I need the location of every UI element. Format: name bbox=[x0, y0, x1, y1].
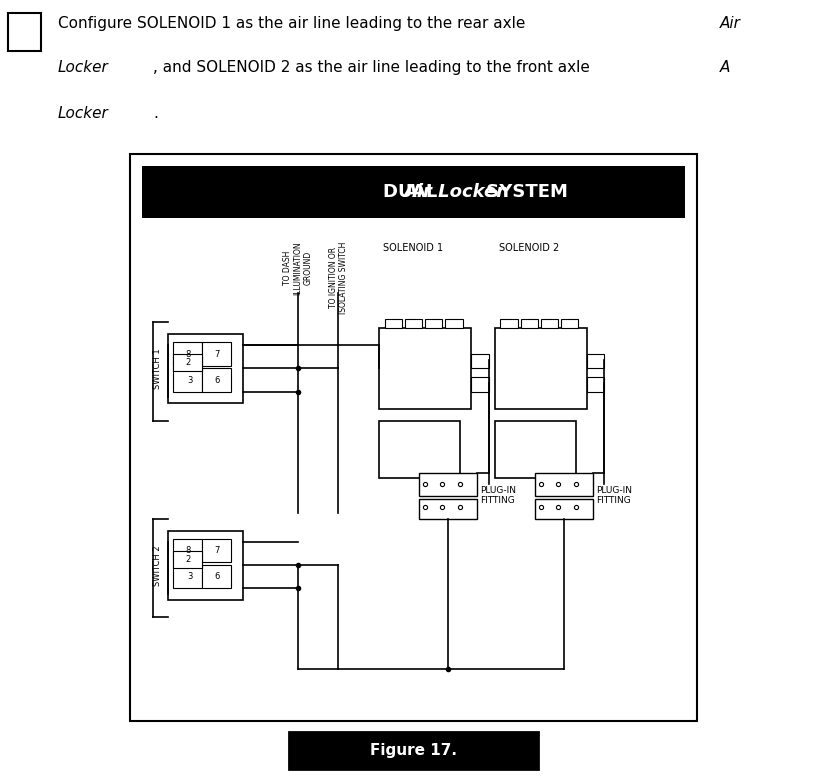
Text: SYSTEM: SYSTEM bbox=[480, 183, 567, 201]
Bar bbox=[520, 319, 538, 328]
Text: SOLENOID 1: SOLENOID 1 bbox=[384, 242, 443, 253]
Text: TO IGNITION OR
ISOLATING SWITCH: TO IGNITION OR ISOLATING SWITCH bbox=[328, 241, 348, 314]
Text: 3: 3 bbox=[187, 572, 192, 581]
Text: 8: 8 bbox=[185, 547, 190, 555]
Bar bbox=[471, 354, 489, 368]
Text: A: A bbox=[719, 59, 730, 75]
Text: Locker: Locker bbox=[58, 59, 108, 75]
Bar bbox=[500, 319, 518, 328]
Bar bbox=[168, 530, 243, 600]
Bar bbox=[419, 499, 477, 519]
Bar bbox=[379, 421, 460, 479]
Text: 2: 2 bbox=[185, 555, 190, 564]
Bar bbox=[168, 334, 243, 404]
Text: 7: 7 bbox=[214, 547, 219, 555]
Bar bbox=[141, 166, 686, 218]
Bar bbox=[385, 319, 402, 328]
Text: SWITCH 2: SWITCH 2 bbox=[153, 545, 162, 586]
Bar bbox=[174, 343, 203, 365]
Bar bbox=[174, 354, 203, 371]
Bar bbox=[541, 319, 558, 328]
Bar bbox=[203, 540, 232, 562]
Text: 8: 8 bbox=[185, 350, 190, 358]
Text: 6: 6 bbox=[214, 375, 219, 385]
Bar bbox=[8, 13, 41, 51]
Text: Air: Air bbox=[719, 16, 740, 31]
Text: DUAL: DUAL bbox=[383, 183, 444, 201]
Bar bbox=[587, 377, 605, 392]
Bar bbox=[419, 472, 477, 496]
Text: 3: 3 bbox=[187, 375, 192, 385]
Text: 6: 6 bbox=[214, 572, 219, 581]
Bar bbox=[445, 319, 462, 328]
Bar bbox=[174, 551, 203, 568]
Bar bbox=[203, 343, 232, 365]
Bar bbox=[495, 328, 587, 409]
Text: Configure SOLENOID 1 as the air line leading to the rear axle: Configure SOLENOID 1 as the air line lea… bbox=[58, 16, 530, 31]
Text: , and SOLENOID 2 as the air line leading to the front axle: , and SOLENOID 2 as the air line leading… bbox=[153, 59, 595, 75]
Bar bbox=[203, 565, 232, 588]
Bar bbox=[289, 732, 538, 769]
Bar bbox=[203, 368, 232, 392]
Text: PLUG-IN
FITTING: PLUG-IN FITTING bbox=[595, 486, 632, 505]
Text: Air Locker: Air Locker bbox=[403, 183, 505, 201]
Text: Figure 17.: Figure 17. bbox=[370, 743, 457, 759]
Bar bbox=[561, 319, 578, 328]
Bar bbox=[425, 319, 442, 328]
Bar bbox=[535, 499, 593, 519]
Text: 2: 2 bbox=[185, 358, 190, 368]
Text: Locker: Locker bbox=[58, 106, 108, 121]
Text: 7: 7 bbox=[214, 350, 219, 358]
Bar bbox=[405, 319, 422, 328]
Bar bbox=[495, 421, 576, 479]
Bar bbox=[174, 368, 203, 392]
Text: PLUG-IN
FITTING: PLUG-IN FITTING bbox=[480, 486, 516, 505]
Bar bbox=[174, 565, 203, 588]
Bar bbox=[587, 354, 605, 368]
Bar bbox=[379, 328, 471, 409]
Text: .: . bbox=[153, 106, 158, 121]
Text: SWITCH 1: SWITCH 1 bbox=[153, 348, 162, 389]
Text: SOLENOID 2: SOLENOID 2 bbox=[500, 242, 559, 253]
Bar bbox=[471, 377, 489, 392]
Text: TO DASH
ILLUMINATION
GROUND: TO DASH ILLUMINATION GROUND bbox=[283, 241, 313, 295]
Bar bbox=[535, 472, 593, 496]
Bar bbox=[174, 540, 203, 562]
